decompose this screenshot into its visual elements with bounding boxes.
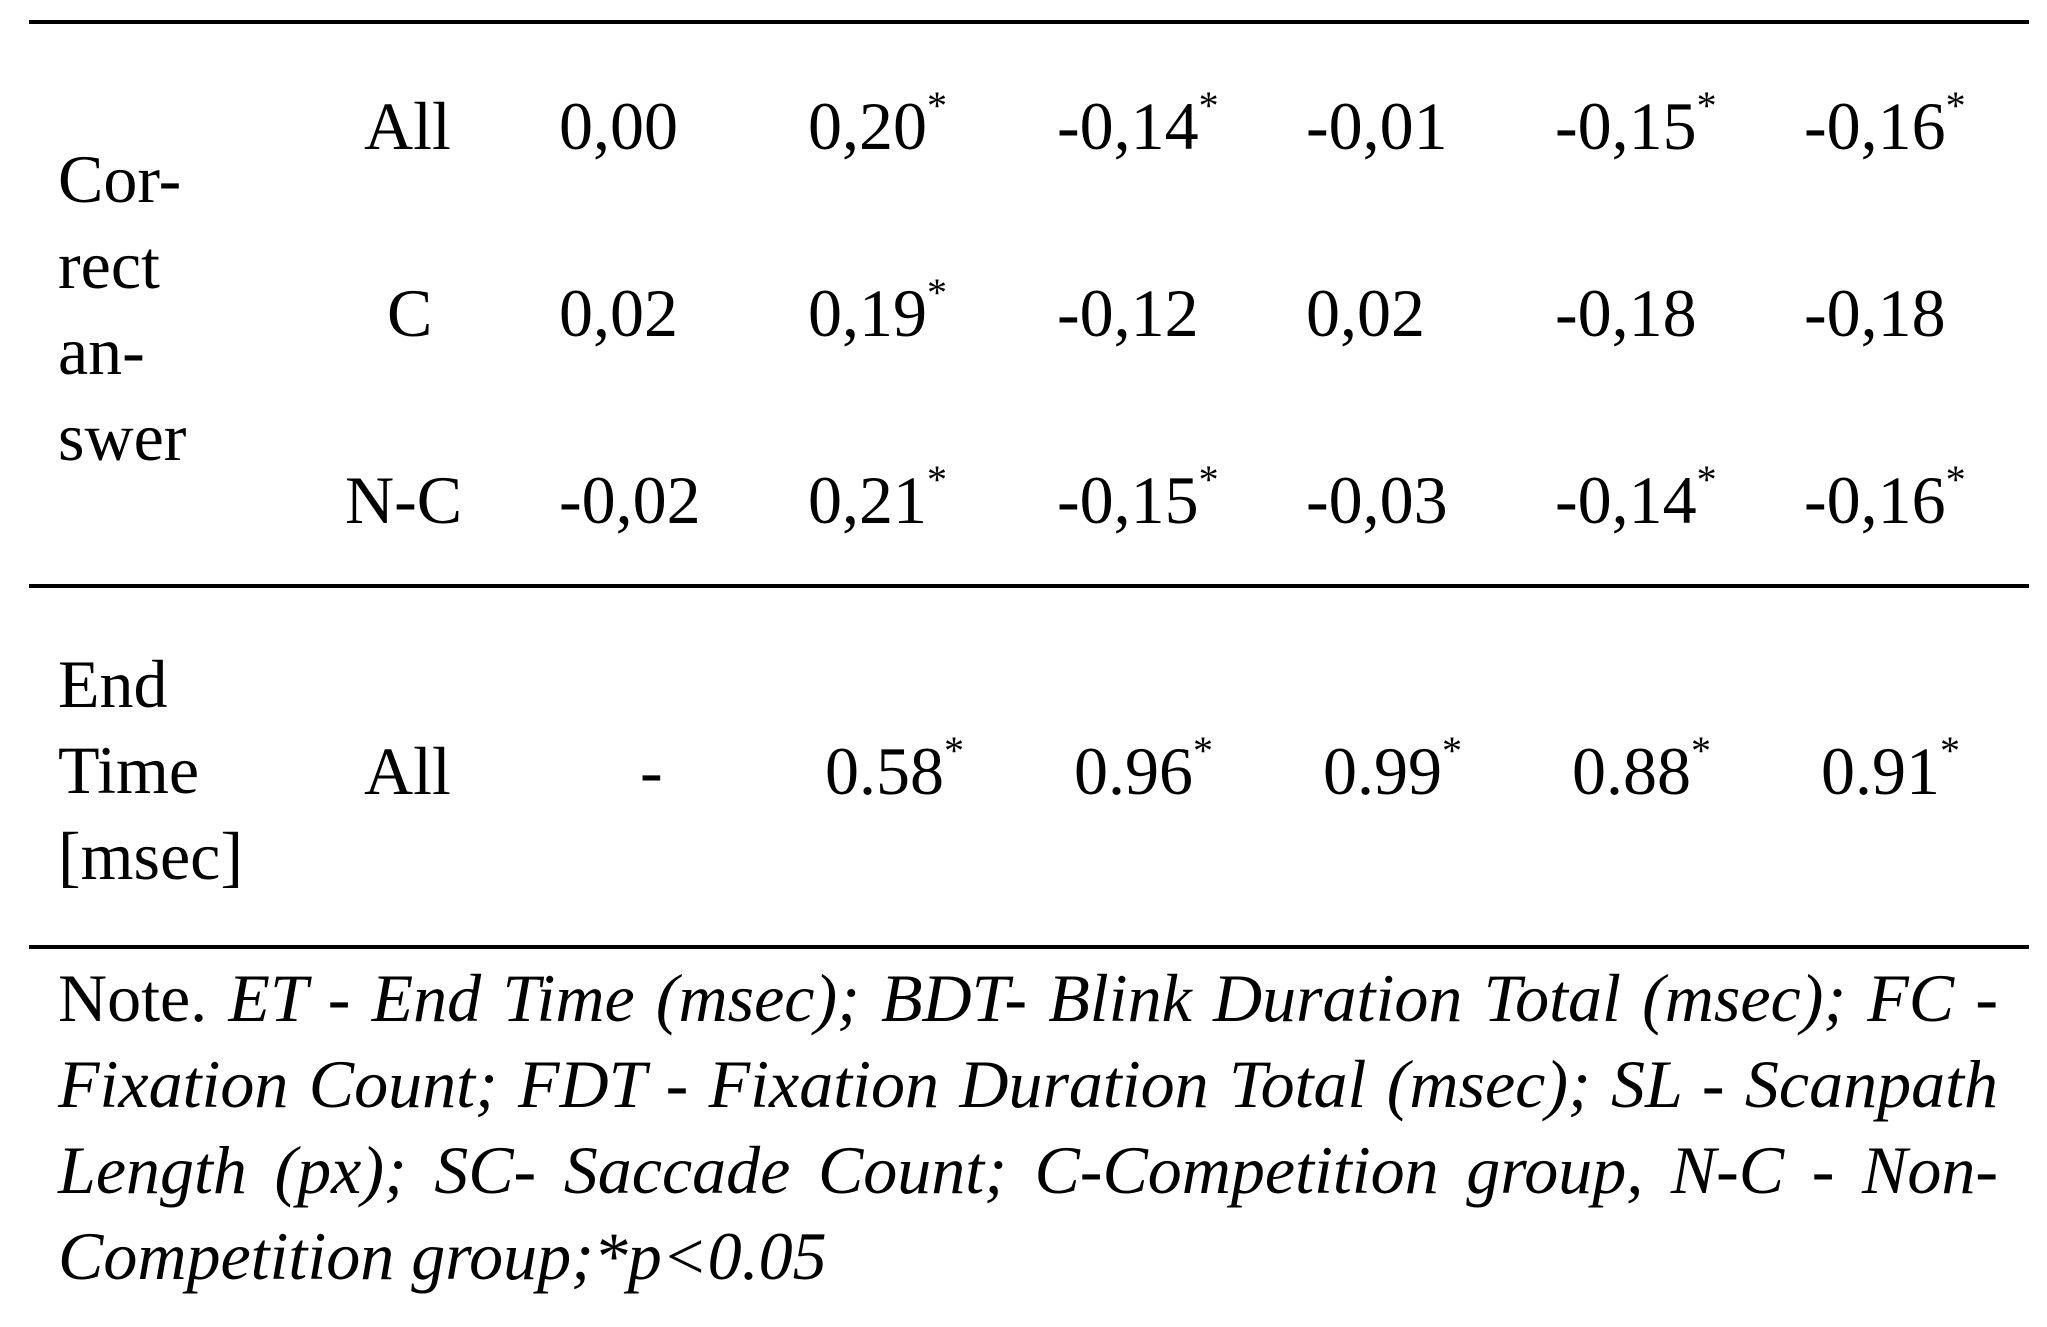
table-cell: 0,02 — [559, 279, 678, 347]
note-lead: Note. — [58, 960, 208, 1036]
group-label-line: Cor- — [58, 141, 182, 217]
cell-value: -0,18 — [1555, 275, 1697, 351]
significance-marker: * — [1945, 457, 1966, 502]
table-note: Note. ET - End Time (msec); BDT- Blink D… — [58, 955, 1998, 1299]
cell-value: -0,14 — [1555, 462, 1697, 538]
cell-value: -0,01 — [1306, 88, 1448, 164]
cell-value: 0.88 — [1572, 733, 1691, 809]
significance-marker: * — [927, 457, 947, 502]
table-cell: -0,16* — [1804, 460, 1966, 535]
cell-value: 0.99 — [1323, 733, 1442, 809]
table-cell: -0,12 — [1057, 279, 1199, 347]
cell-value: -0,02 — [559, 462, 701, 538]
cell-value: - — [640, 733, 663, 809]
table-cell: -0,01 — [1306, 92, 1448, 160]
table-cell: - — [640, 737, 663, 805]
table-cell: 0.96* — [1074, 731, 1213, 806]
group-label-line: [msec] — [58, 818, 244, 894]
row-sub-label: All — [364, 733, 451, 809]
group-label-line: Time — [58, 732, 200, 808]
group-label-line: an- — [58, 313, 145, 389]
cell-value: -0,12 — [1057, 275, 1199, 351]
table-cell: 0.58* — [825, 731, 964, 806]
significance-marker: * — [1940, 728, 1960, 773]
significance-marker: * — [1945, 83, 1966, 128]
cell-value: -0,16 — [1804, 462, 1946, 538]
cell-value: -0,16 — [1804, 88, 1946, 164]
table-cell: -0,16* — [1804, 86, 1966, 161]
cell-value: 0,02 — [559, 275, 678, 351]
cell-value: 0.58 — [825, 733, 944, 809]
cell-value: -0,18 — [1804, 275, 1946, 351]
table-cell: 0,20* — [808, 86, 947, 161]
table-cell: -0,14* — [1555, 460, 1717, 535]
table-cell: 0,19* — [808, 273, 947, 348]
significance-marker: * — [1193, 728, 1213, 773]
table-cell: -0,14* — [1057, 86, 1219, 161]
table-bottom-rule — [29, 945, 2029, 949]
table-cell: -0,18 — [1804, 279, 1946, 347]
significance-marker: * — [927, 270, 947, 315]
cell-value: -0,15 — [1555, 88, 1697, 164]
cell-value: -0,14 — [1057, 88, 1199, 164]
cell-value: 0,02 — [1306, 275, 1425, 351]
table-cell: -0,18 — [1555, 279, 1697, 347]
table-cell: 0,00 — [559, 92, 678, 160]
significance-marker: * — [1696, 83, 1717, 128]
table-cell: 0.91* — [1821, 731, 1960, 806]
significance-marker: * — [1198, 83, 1219, 128]
cell-value: 0.96 — [1074, 733, 1193, 809]
row-sub-label: All — [364, 88, 451, 164]
group-label-line: End — [58, 646, 168, 722]
table-cell: -0,03 — [1306, 466, 1448, 534]
table-top-rule — [29, 20, 2029, 24]
significance-marker: * — [1198, 457, 1219, 502]
group-label-line: rect — [58, 227, 160, 303]
cell-value: 0,21 — [808, 462, 927, 538]
significance-marker: * — [927, 83, 947, 128]
group-label-line: swer — [58, 399, 187, 475]
note-body: ET - End Time (msec); BDT- Blink Duratio… — [58, 960, 1999, 1294]
significance-marker: * — [1691, 728, 1711, 773]
row-sub-label: N-C — [345, 462, 463, 538]
significance-marker: * — [1696, 457, 1717, 502]
cell-value: -0,15 — [1057, 462, 1199, 538]
table-cell: -0,15* — [1555, 86, 1717, 161]
table-mid-rule — [29, 584, 2029, 588]
significance-marker: * — [944, 728, 964, 773]
cell-value: 0.91 — [1821, 733, 1940, 809]
cell-value: -0,03 — [1306, 462, 1448, 538]
table-cell: 0,02 — [1306, 279, 1425, 347]
group-label-end-time: End Time [msec] — [58, 641, 243, 899]
table-cell: -0,15* — [1057, 460, 1219, 535]
cell-value: 0,00 — [559, 88, 678, 164]
group-label-correct-answer: Cor- rect an- swer — [58, 136, 186, 480]
significance-marker: * — [1442, 728, 1462, 773]
table-cell: 0.88* — [1572, 731, 1711, 806]
table-cell: 0.99* — [1323, 731, 1462, 806]
table-cell: -0,02 — [559, 466, 701, 534]
row-sub-label: C — [387, 275, 433, 351]
cell-value: 0,19 — [808, 275, 927, 351]
table-cell: 0,21* — [808, 460, 947, 535]
cell-value: 0,20 — [808, 88, 927, 164]
